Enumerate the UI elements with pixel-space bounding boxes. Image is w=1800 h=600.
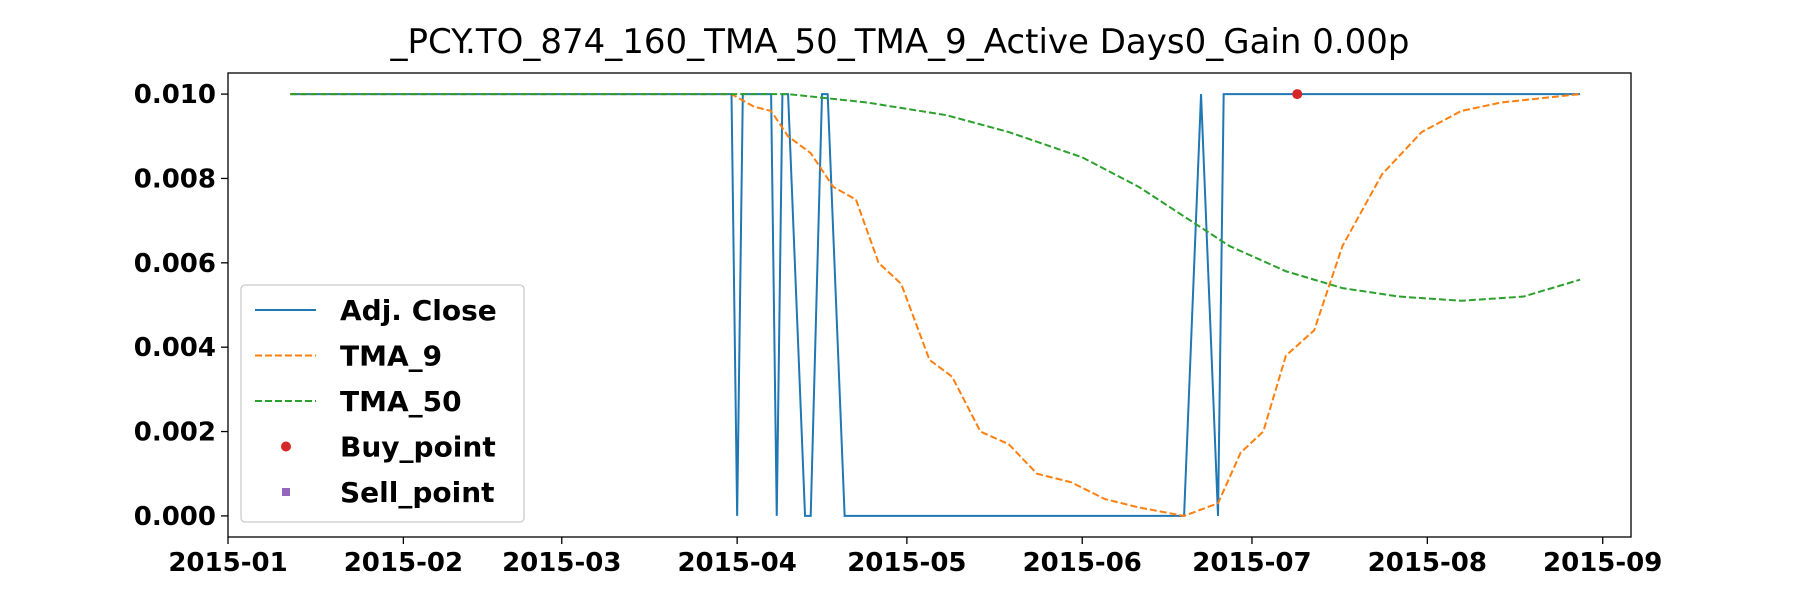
buy-point-marker bbox=[1292, 89, 1303, 100]
legend: Adj. Close TMA_9 TMA_50 Buy_point Sell_point bbox=[240, 284, 525, 523]
y-tick-label: 0.008 bbox=[134, 164, 216, 194]
legend-label-sell-point: Sell_point bbox=[340, 476, 495, 509]
legend-swatch-buy-point bbox=[281, 441, 291, 452]
plot-frame bbox=[227, 72, 1632, 538]
series-line-adj-close bbox=[290, 93, 1581, 517]
y-tick-label: 0.000 bbox=[134, 502, 216, 532]
x-tick-label: 2015-05 bbox=[847, 548, 966, 578]
x-tick-label: 2015-07 bbox=[1192, 548, 1311, 578]
x-axis: 2015-01 2015-02 2015-03 2015-04 2015-05 2015-… bbox=[168, 537, 1662, 578]
legend-swatch-sell-point bbox=[282, 488, 290, 496]
x-tick-label: 2015-06 bbox=[1023, 548, 1142, 578]
legend-box bbox=[240, 284, 525, 523]
legend-label-tma-9: TMA_9 bbox=[340, 340, 442, 373]
legend-label-buy-point: Buy_point bbox=[340, 431, 496, 464]
y-tick-label: 0.002 bbox=[134, 418, 216, 448]
x-tick-label: 2015-04 bbox=[677, 548, 796, 578]
y-axis: 0.000 0.002 0.004 0.006 0.008 0.010 bbox=[134, 80, 228, 532]
chart-title: _PCY.TO_874_160_TMA_50_TMA_9_Active Days… bbox=[390, 22, 1410, 62]
x-tick-label: 2015-01 bbox=[168, 548, 287, 578]
plot-lines bbox=[290, 89, 1581, 517]
y-tick-label: 0.006 bbox=[134, 249, 216, 279]
legend-label-tma-50: TMA_50 bbox=[340, 385, 462, 418]
x-tick-label: 2015-03 bbox=[502, 548, 621, 578]
x-tick-label: 2015-02 bbox=[344, 548, 463, 578]
y-tick-label: 0.010 bbox=[134, 80, 216, 110]
y-tick-label: 0.004 bbox=[134, 333, 216, 363]
series-line-tma-9 bbox=[290, 93, 1581, 517]
x-tick-label: 2015-08 bbox=[1368, 548, 1487, 578]
x-tick-label: 2015-09 bbox=[1543, 548, 1662, 578]
legend-label-adj-close: Adj. Close bbox=[340, 294, 497, 327]
series-line-tma-50 bbox=[290, 93, 1581, 302]
